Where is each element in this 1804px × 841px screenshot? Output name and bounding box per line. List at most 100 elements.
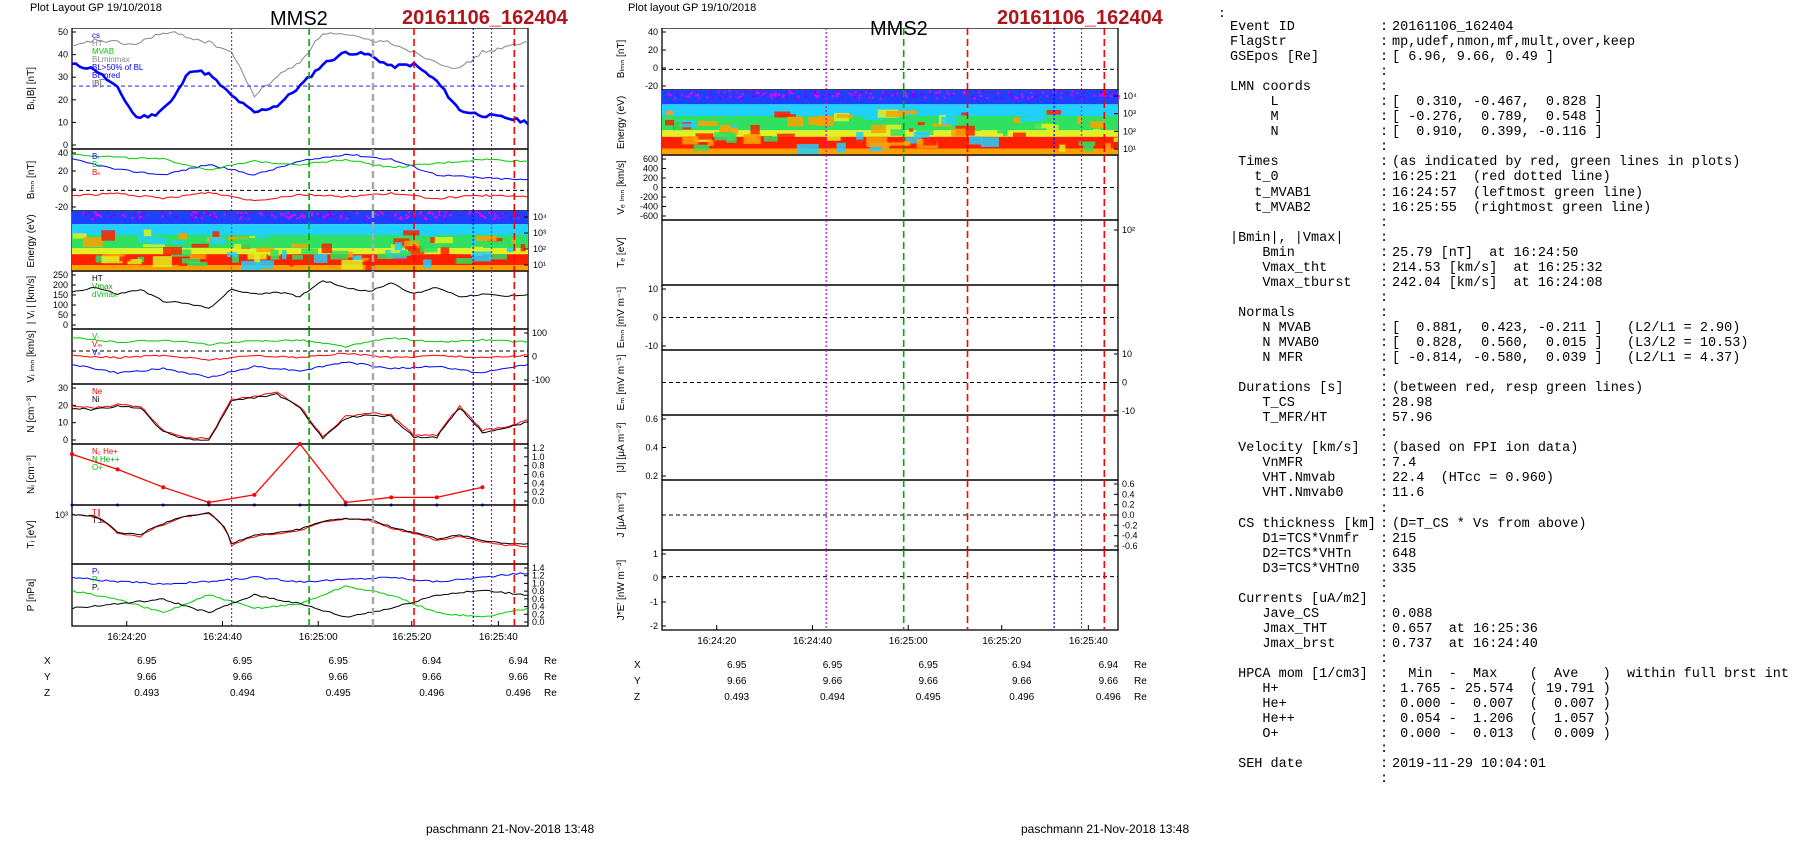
- stats-separator: :: [1380, 335, 1389, 351]
- spectrogram-noise: [817, 93, 820, 96]
- panel-ylabel: Bₗₘₙ [nT]: [616, 40, 627, 79]
- spectrogram-noise: [213, 212, 216, 215]
- stats-separator: :: [1380, 636, 1389, 652]
- spectrogram-band: [72, 248, 528, 255]
- tick-label: 0.6: [532, 594, 545, 604]
- tick-label: -2: [650, 621, 658, 631]
- tick-label: 0.4: [1122, 489, 1135, 499]
- spectrogram-noise: [240, 216, 243, 219]
- data-point: [434, 495, 439, 500]
- stats-value: 0.000 - 0.013 ( 0.009 ): [1392, 727, 1611, 743]
- stats-row: T_CS:28.98: [1230, 396, 1789, 411]
- spectrogram-noise: [882, 91, 885, 94]
- spectrogram-noise: [393, 214, 396, 217]
- spectrogram-noise: [436, 216, 439, 219]
- tick-label: 1.0: [532, 578, 545, 588]
- spectrogram-noise: [438, 211, 441, 214]
- spectrogram-noise: [777, 96, 780, 99]
- stats-row: N MVAB:[ 0.881, 0.423, -0.211 ] (L2/L1 =…: [1230, 321, 1789, 336]
- spectrogram-noise: [340, 214, 343, 217]
- spectrogram-noise: [929, 93, 932, 96]
- stats-label: Velocity [km/s]: [1230, 441, 1360, 457]
- legend-entry: dVmax: [92, 290, 117, 299]
- stats-label: Times: [1230, 155, 1279, 171]
- spectrogram-cell: [719, 127, 739, 135]
- stats-separator: :: [1380, 426, 1389, 442]
- spectrogram-cell: [695, 133, 714, 140]
- stats-separator: :: [1380, 230, 1389, 246]
- spectrogram-noise: [697, 96, 700, 99]
- tick-label: 10³: [533, 228, 546, 238]
- spectrogram-noise: [491, 211, 494, 214]
- stats-top-colon: :: [1218, 6, 1226, 21]
- panel-ylabel: J*E' [nW m⁻³]: [616, 560, 627, 621]
- stats-value: 0.088: [1392, 606, 1433, 622]
- spectrogram-cell: [321, 243, 332, 254]
- tick-label: 0: [63, 140, 68, 150]
- spectrogram-noise: [143, 212, 146, 215]
- spectrogram-noise: [90, 214, 93, 217]
- spectrogram-noise: [468, 212, 471, 215]
- spectrogram-noise: [169, 212, 172, 215]
- tick-label: 0.6: [532, 470, 545, 480]
- spectrogram-noise: [865, 91, 868, 94]
- spectrogram-noise: [786, 91, 789, 94]
- spectrogram-noise: [805, 93, 808, 96]
- spectrogram-cell: [1105, 143, 1111, 151]
- spectrogram-noise: [195, 216, 198, 219]
- position-value: 0.496: [1096, 692, 1121, 703]
- spectrogram-noise: [729, 95, 732, 98]
- stats-row: T_MFR/HT:57.96: [1230, 411, 1789, 426]
- spectrogram-noise: [420, 211, 423, 214]
- time-axis: 16:24:20 16:24:40 16:25:00 16:25:20 16:25:40: [697, 625, 1108, 647]
- spectrogram-cell: [665, 110, 674, 116]
- position-row-label: Z: [44, 688, 50, 699]
- spectrogram-noise: [374, 212, 377, 215]
- spectrogram-cell: [403, 230, 420, 236]
- stats-label: Vmax_tburst: [1230, 275, 1352, 291]
- stats-row: Vmax_tburst:242.04 [km/s] at 16:24:08: [1230, 276, 1789, 291]
- panel-temp: Tᵢ [eV] 10³ T∥T⊥: [26, 504, 529, 565]
- spectrogram-noise: [192, 211, 195, 214]
- stats-label: O+: [1230, 727, 1279, 743]
- stats-value: (as indicated by red, green lines in plo…: [1392, 155, 1741, 171]
- stats-row: Currents [uA/m2]:: [1230, 592, 1789, 607]
- stats-separator: :: [1380, 366, 1389, 382]
- spectrogram-noise: [854, 91, 857, 94]
- stats-row: t_0:16:25:21 (red dotted line): [1230, 170, 1789, 185]
- spectrogram-noise: [274, 216, 277, 219]
- spectrogram-noise: [1052, 90, 1055, 93]
- spectrogram-cell: [127, 259, 142, 265]
- spectrogram-noise: [868, 90, 871, 93]
- spectrogram-cell: [232, 254, 239, 263]
- spectrogram-cell: [446, 254, 457, 264]
- spectrogram-noise: [769, 94, 772, 97]
- spectrogram-cell: [891, 142, 908, 146]
- spectrogram-noise: [237, 214, 240, 217]
- spectrogram-noise: [345, 217, 348, 220]
- stats-row: :: [1230, 291, 1789, 306]
- spectrogram-noise: [140, 218, 143, 221]
- tick-label: 250: [53, 270, 68, 280]
- stats-label: [1230, 426, 1380, 441]
- spectrogram-cell: [415, 229, 437, 236]
- spectrogram-noise: [95, 213, 98, 216]
- spectrogram-cell: [707, 140, 714, 146]
- spectrogram-noise: [138, 216, 141, 219]
- spectrogram-noise: [882, 94, 885, 97]
- spectrogram-noise: [400, 216, 403, 219]
- tick-label: 150: [53, 290, 68, 300]
- spectrogram-cell: [743, 134, 761, 145]
- stats-separator: :: [1380, 290, 1389, 306]
- legend-entry: T∥: [92, 508, 101, 517]
- panel-jmag: |J| [μA m⁻²] 0.2 0.4 0.6: [616, 414, 1119, 481]
- spectrogram-cell: [420, 245, 438, 253]
- position-unit: Re: [1134, 660, 1147, 671]
- panel-ylabel: Eₗₘₙ [mV m⁻¹]: [616, 286, 627, 348]
- spectrogram-noise: [228, 214, 231, 217]
- spectrogram-cell: [903, 141, 911, 146]
- spectrogram-noise: [743, 90, 746, 93]
- spectrogram-cell: [281, 251, 287, 260]
